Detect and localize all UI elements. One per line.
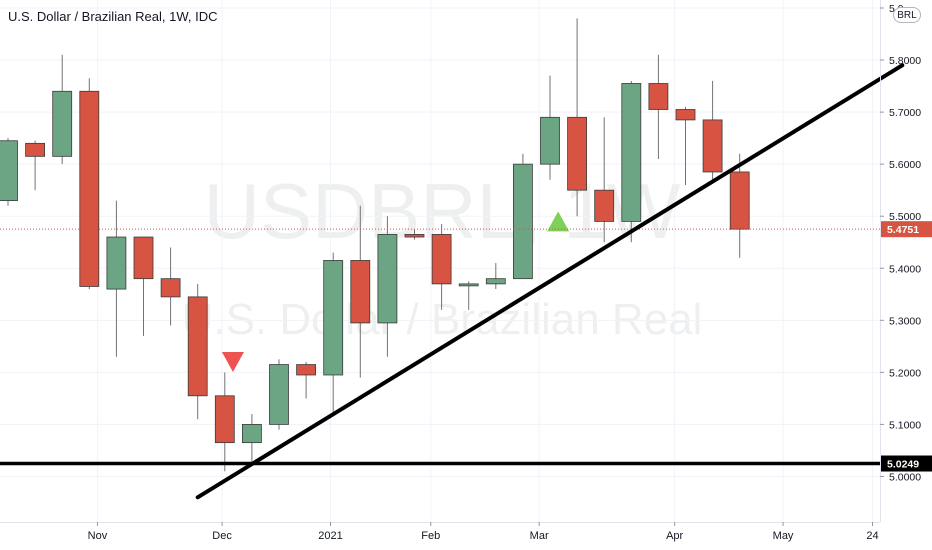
candle-body <box>241 424 262 444</box>
candle-body <box>485 278 506 285</box>
candle-body <box>323 260 344 376</box>
time-tick-label: Dec <box>212 530 232 542</box>
time-tick-label: Nov <box>88 530 108 542</box>
price-tick-label: 5.4000 <box>889 263 921 275</box>
price-axis[interactable]: 5.0000 5.1000 5.2000 5.3000 5.4000 5.5000 5.60… <box>880 0 932 522</box>
candle-body <box>187 296 208 397</box>
time-tick-label: Apr <box>666 530 683 542</box>
candle-body <box>52 90 73 157</box>
candle-body <box>702 119 723 173</box>
candle-body <box>269 364 289 425</box>
candles <box>0 18 750 472</box>
candle-body <box>377 234 398 324</box>
candle-body <box>350 260 371 324</box>
time-tick-label: 24 <box>866 530 878 542</box>
price-tick-label: 5.7000 <box>889 107 921 119</box>
candle-body <box>106 236 127 290</box>
candle-body <box>404 234 425 238</box>
candle-body <box>648 83 669 110</box>
time-tick-label: Feb <box>421 530 440 542</box>
candle-body <box>513 163 533 280</box>
candle-body <box>567 116 587 191</box>
price-tick-label: 5.3000 <box>889 315 921 327</box>
time-tick-label: May <box>773 530 794 542</box>
currency-badge[interactable]: BRL <box>893 7 921 23</box>
support-level-label-bg <box>881 455 932 472</box>
candle-body <box>621 83 642 222</box>
time-tick-label: 2021 <box>318 530 342 542</box>
price-tick-label: 5.2000 <box>889 367 921 379</box>
candle-body <box>25 142 46 157</box>
candle-body <box>729 171 750 230</box>
price-tick-label: 5.6000 <box>889 159 921 171</box>
candle-body <box>458 283 479 287</box>
candle-body <box>540 116 560 165</box>
candle-body <box>296 364 317 376</box>
candle-body <box>431 234 452 285</box>
candle-body <box>160 278 181 298</box>
last-price-label: 5.4751 <box>887 224 919 236</box>
trendline <box>195 63 905 500</box>
sell-signal-icon <box>221 351 244 372</box>
overlays <box>0 63 905 500</box>
time-axis[interactable]: Nov Dec 2021 Feb Mar Apr May 24 <box>0 522 880 542</box>
candle-body <box>594 189 615 222</box>
candle-body <box>0 140 18 201</box>
time-tick-label: Mar <box>530 530 549 542</box>
candle-body <box>133 236 154 280</box>
support-level-label: 5.0249 <box>887 459 919 471</box>
candle-body <box>675 109 696 121</box>
price-tick-label: 5.8000 <box>889 55 921 67</box>
chart-title: U.S. Dollar / Brazilian Real, 1W, IDC <box>8 9 218 24</box>
candle-body <box>79 90 100 287</box>
last-price-label-bg <box>881 221 932 238</box>
candle-body <box>214 395 235 444</box>
price-tick-label: 5.0000 <box>889 471 921 483</box>
price-tick-label: 5.5000 <box>889 211 921 223</box>
buy-signal-icon <box>547 211 570 232</box>
price-tick-label: 5.1000 <box>889 419 921 431</box>
